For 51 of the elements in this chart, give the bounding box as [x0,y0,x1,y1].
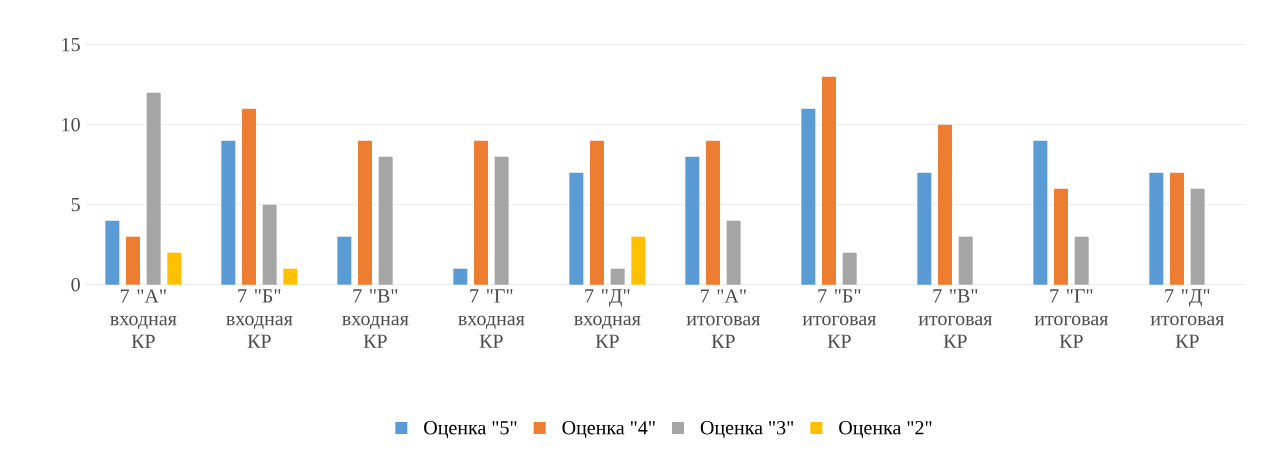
bar [938,124,952,285]
bar [453,268,468,285]
bar [842,252,857,285]
x-tick-label: 7 "Г" итоговая КР [1034,289,1109,348]
bar [1190,188,1205,285]
bar [262,204,277,285]
bar [917,172,932,285]
legend-label: Оценка "5" [424,421,517,439]
y-tick-label: 15 [62,38,80,52]
legend-label: Оценка "3" [700,421,794,439]
bar [221,140,236,285]
bar [378,156,393,285]
x-tick-label: 7 "Б" итоговая КР [802,289,877,348]
bar [167,252,182,285]
bar [146,92,161,285]
bar [126,236,141,285]
bar [706,140,720,285]
bar [685,156,700,285]
bar [1033,140,1048,285]
x-tick-label: 7 "В" итоговая КР [918,289,993,348]
x-tick-label: 7 "А" входная КР [110,289,177,349]
x-tick-label: 7 "А" итоговая КР [686,289,761,349]
bar [1170,172,1184,285]
bar [1074,236,1089,285]
bar [631,236,646,285]
x-tick-label: 7 "Д" входная КР [574,289,641,348]
bar [569,172,584,285]
bar [337,236,352,285]
y-tick-label: 0 [71,278,80,292]
y-tick-label: 5 [71,198,80,212]
bar [610,268,625,285]
bar [1149,172,1164,285]
bar [590,140,604,285]
bar [801,108,816,285]
bar [1054,188,1068,285]
bar [474,140,489,285]
legend-label: Оценка "4" [562,421,655,439]
bar [105,220,120,285]
x-tick-label: 7 "Б" входная КР [226,289,293,348]
bar [283,268,298,285]
bar [726,220,741,285]
x-tick-label: 7 "В" входная КР [342,289,409,348]
bar [494,156,509,285]
bar [822,76,836,285]
y-tick-label: 10 [62,118,80,132]
legend-label: Оценка "2" [839,421,932,439]
x-tick-label: 7 "Г" входная КР [458,289,525,348]
bar [358,140,373,285]
bar [242,108,257,285]
bar [958,236,973,285]
x-tick-label: 7 "Д" итоговая КР [1150,289,1225,348]
